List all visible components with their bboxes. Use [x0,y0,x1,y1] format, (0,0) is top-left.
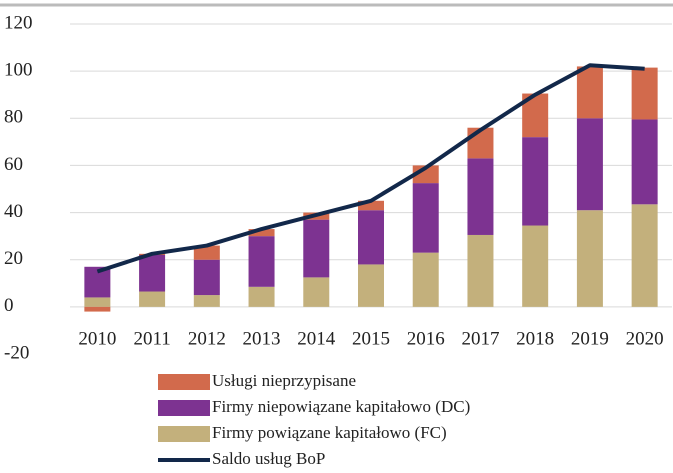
bar [84,297,111,307]
legend-swatch [158,374,210,390]
bar [358,210,384,265]
y-tick-label: 80 [4,107,23,128]
y-tick-label: 0 [4,295,14,316]
bar [303,277,330,307]
x-tick-label: 2011 [133,328,170,349]
legend-label: Usługi nieprzypisane [212,371,356,390]
bar [631,204,658,307]
x-tick-label: 2016 [407,328,445,349]
legend-label: Firmy niepowiązane kapitałowo (DC) [212,397,470,416]
bar [84,266,111,298]
x-tick-label: 2017 [461,328,499,349]
y-tick-label: 60 [4,154,23,175]
bar [412,183,439,253]
y-tick-label: 100 [4,60,33,81]
bar [193,245,220,260]
bar [576,118,603,211]
legend-label: Firmy powiązane kapitałowo (FC) [212,423,447,442]
bar [631,119,658,205]
bar [467,127,494,159]
x-tick-label: 2010 [78,328,116,349]
bar [139,291,166,307]
line [96,63,645,274]
bar [576,210,603,307]
legend-label: Saldo usług BoP [212,449,325,468]
bar [248,286,275,307]
bar [303,219,330,278]
bar [576,66,603,119]
bar [84,306,111,312]
bar [522,225,549,307]
x-tick-label: 2015 [352,328,390,349]
y-tick-label: 40 [4,201,23,222]
bar [193,295,220,307]
bar [631,67,658,120]
x-tick-label: 2018 [516,328,554,349]
x-tick-label: 2012 [188,328,226,349]
x-tick-label: 2014 [297,328,336,349]
y-tick-label: 20 [4,248,23,269]
legend-swatch [158,426,210,442]
x-tick-label: 2019 [571,328,609,349]
bar [467,234,494,307]
bar [358,264,384,307]
legend-swatch [158,400,210,416]
y-tick-label: 120 [4,12,33,33]
bar [139,255,166,292]
bar [248,236,275,287]
x-tick-label: 2020 [626,328,664,349]
bar [522,137,549,226]
bar [412,252,439,307]
y-tick-label: -20 [4,342,29,363]
bar [248,229,275,237]
bar [358,200,384,211]
x-tick-label: 2013 [243,328,281,349]
bar [467,158,494,235]
bar [193,259,220,296]
